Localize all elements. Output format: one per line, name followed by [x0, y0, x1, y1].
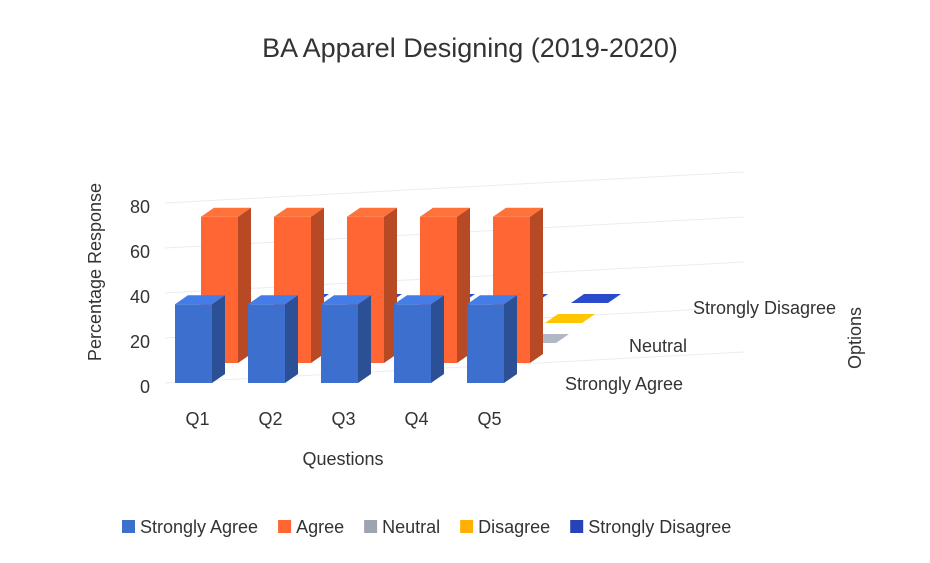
bar-top [321, 295, 371, 305]
x-tick-label: Q4 [404, 409, 428, 429]
bar-top [571, 294, 621, 303]
bar-side [212, 295, 225, 383]
legend-label: Disagree [478, 517, 550, 537]
bar [248, 304, 285, 383]
depth-tick-label: Strongly Agree [565, 374, 683, 394]
legend-label: Strongly Agree [140, 517, 258, 537]
bar-top [420, 207, 470, 217]
depth-axis-title: Options [845, 307, 865, 369]
legend-label: Neutral [382, 517, 440, 537]
y-tick-label: 0 [140, 377, 150, 397]
chart-title: BA Apparel Designing (2019-2020) [262, 33, 678, 63]
x-tick-label: Q5 [477, 409, 501, 429]
legend-label: Agree [296, 517, 344, 537]
bar [321, 304, 358, 383]
y-axis-title: Percentage Response [85, 183, 105, 361]
bar-top [175, 295, 225, 305]
legend-swatch [570, 520, 584, 533]
bar [394, 304, 431, 383]
bar [175, 304, 212, 383]
legend-swatch [460, 520, 474, 533]
x-tick-label: Q2 [258, 409, 282, 429]
bar-top [274, 207, 324, 217]
bar-side [384, 207, 397, 363]
bar-side [431, 295, 444, 383]
bar-top [201, 207, 251, 217]
bar-top [467, 295, 517, 305]
bar-side [285, 295, 298, 383]
y-tick-label: 80 [130, 197, 150, 217]
bar-side [530, 207, 543, 363]
depth-tick-label: Strongly Disagree [693, 298, 836, 318]
grid-line [164, 171, 745, 204]
bar-side [358, 295, 371, 383]
bar-top [347, 207, 397, 217]
legend-swatch [278, 520, 292, 533]
x-tick-label: Q1 [185, 409, 209, 429]
legend-swatch [364, 520, 378, 533]
bar-side [504, 295, 517, 383]
bar-side [457, 207, 470, 363]
bar-top [545, 314, 595, 323]
depth-tick-label: Neutral [629, 336, 687, 356]
legend-label: Strongly Disagree [588, 517, 731, 537]
bar-top [248, 295, 298, 305]
bar-top [394, 295, 444, 305]
x-axis-title: Questions [302, 449, 383, 469]
bar-top [493, 207, 543, 217]
y-tick-label: 40 [130, 287, 150, 307]
x-tick-label: Q3 [331, 409, 355, 429]
y-tick-label: 60 [130, 242, 150, 262]
bar-side [238, 207, 251, 363]
y-tick-label: 20 [130, 332, 150, 352]
bar [467, 304, 504, 383]
legend-swatch [122, 520, 135, 533]
bar-side [311, 207, 324, 363]
